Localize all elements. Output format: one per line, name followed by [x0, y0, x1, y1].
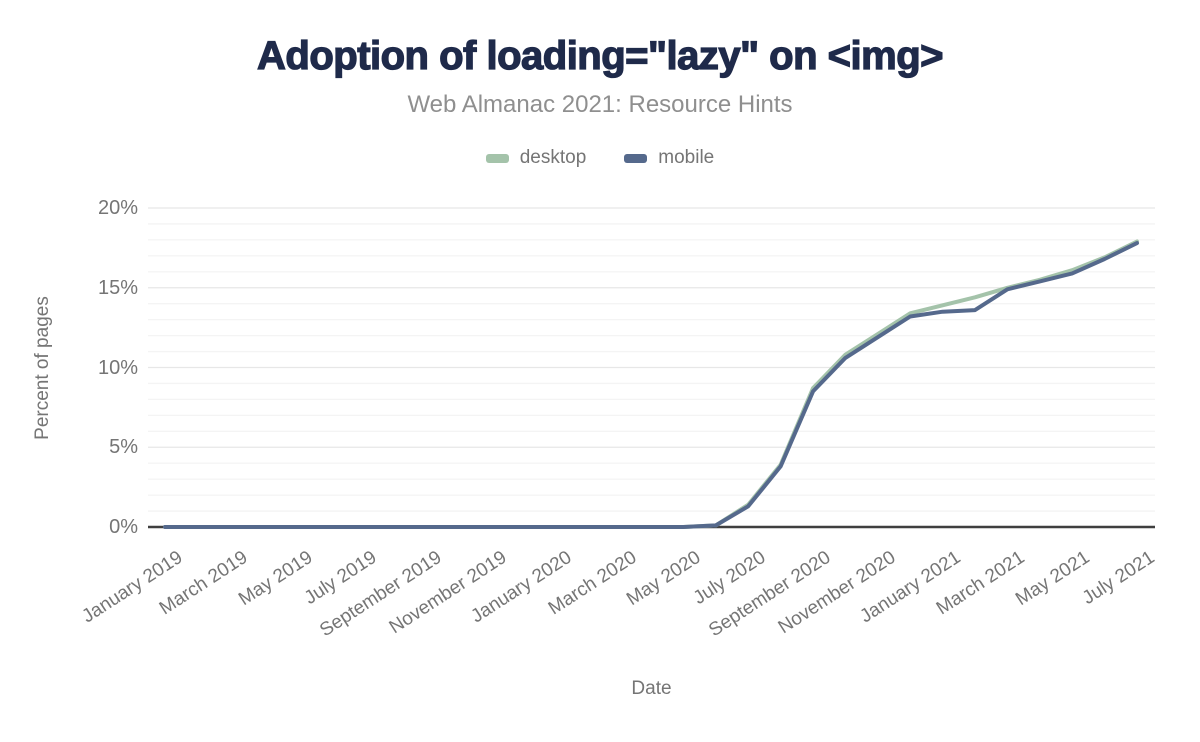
x-axis-title: Date — [631, 678, 672, 699]
y-axis-title: Percent of pages — [32, 296, 53, 440]
y-tick-label: 15% — [97, 276, 138, 299]
mobile-line — [163, 241, 1139, 529]
legend: desktop mobile — [0, 146, 1200, 170]
y-tick-label: 20% — [97, 197, 138, 219]
chart-title: Adoption of loading="lazy" on <img> — [256, 33, 944, 78]
legend-item-desktop: desktop — [485, 147, 587, 169]
desktop-line — [163, 239, 1139, 529]
legend-label-mobile: mobile — [658, 147, 715, 168]
chart-subtitle: Web Almanac 2021: Resource Hints — [407, 91, 793, 118]
mobile-series-swatch-icon — [624, 153, 648, 163]
y-tick-label: 5% — [109, 436, 138, 459]
desktop-series-swatch-icon — [485, 153, 509, 163]
y-tick-label: 0% — [109, 516, 138, 538]
legend-item-mobile: mobile — [624, 147, 714, 169]
y-tick-label: 10% — [97, 356, 138, 379]
legend-label-desktop: desktop — [519, 147, 587, 168]
